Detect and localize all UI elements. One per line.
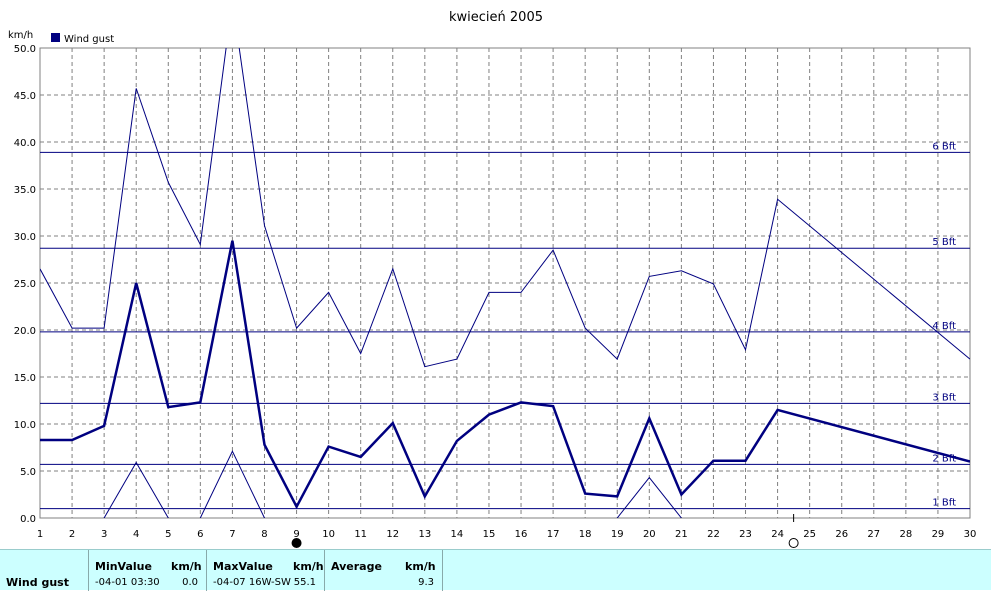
wind-gust-chart: kwiecień 2005 km/h Wind gust 0.0 5.0 10.0 1…	[8, 10, 977, 548]
x-tick-label: 7	[229, 529, 235, 540]
min-value: 0.0	[182, 577, 198, 588]
statistics-bar: Wind gust MinValue km/h -04-01 03:30 0.0…	[0, 549, 991, 591]
x-tick-label: 19	[611, 529, 624, 540]
min-value-cell: MinValue km/h -04-01 03:30 0.0	[88, 550, 206, 591]
x-tick-label: 26	[835, 529, 848, 540]
beaufort-label: 1 Bft	[932, 498, 956, 509]
max-value-date: -04-07 16W-SW	[213, 577, 291, 588]
x-tick-label: 8	[261, 529, 267, 540]
stats-empty-area	[442, 550, 991, 591]
x-tick-label: 10	[322, 529, 335, 540]
y-tick-label: 40.0	[14, 138, 36, 149]
x-tick-label: 18	[579, 529, 592, 540]
x-tick-label: 12	[386, 529, 399, 540]
average-unit: km/h	[405, 560, 436, 573]
new-moon-marker	[788, 538, 799, 548]
y-tick-label: 5.0	[20, 467, 36, 478]
y-tick-label: 0.0	[20, 514, 36, 525]
y-tick-label: 30.0	[14, 232, 36, 243]
x-tick-label: 1	[37, 529, 43, 540]
plot-frame	[39, 47, 971, 519]
x-tick-label: 27	[867, 529, 880, 540]
y-tick-label: 10.0	[14, 420, 36, 431]
x-tick-label: 11	[354, 529, 367, 540]
x-tick-label: 14	[451, 529, 464, 540]
beaufort-label: 5 Bft	[932, 237, 956, 248]
min-value-date: -04-01 03:30	[95, 577, 160, 588]
max-value: 55.1	[293, 577, 316, 588]
series-min-line	[103, 461, 169, 518]
x-tick-label: 16	[515, 529, 528, 540]
max-value-header: MaxValue	[213, 560, 273, 573]
beaufort-label: 6 Bft	[932, 141, 956, 152]
y-tick-label: 25.0	[14, 279, 36, 290]
x-tick-label: 20	[643, 529, 656, 540]
y-tick-label: 50.0	[14, 44, 36, 55]
legend-label: Wind gust	[64, 34, 114, 45]
x-tick-label: 23	[739, 529, 752, 540]
x-tick-label: 22	[707, 529, 720, 540]
x-tick-label: 5	[165, 529, 171, 540]
series-average-line	[40, 240, 970, 510]
x-tick-label: 3	[101, 529, 107, 540]
x-tick-label: 13	[418, 529, 431, 540]
beaufort-label: 3 Bft	[932, 392, 956, 403]
y-tick-label: 45.0	[14, 91, 36, 102]
x-tick-label: 21	[675, 529, 688, 540]
y-axis-unit: km/h	[8, 30, 33, 41]
max-value-unit: km/h	[293, 560, 324, 573]
min-value-unit: km/h	[171, 560, 202, 573]
x-tick-label: 9	[293, 529, 299, 540]
stats-row-label: Wind gust	[6, 576, 69, 589]
legend-swatch	[51, 33, 60, 42]
average-cell: Average km/h 9.3	[324, 550, 442, 591]
series-max-line	[40, 48, 970, 368]
y-tick-label: 35.0	[14, 185, 36, 196]
x-tick-label: 28	[899, 529, 912, 540]
y-tick-label: 15.0	[14, 373, 36, 384]
full-moon-marker	[291, 538, 302, 548]
chart-title: kwiecień 2005	[449, 10, 543, 25]
series-min-line	[199, 450, 265, 518]
x-tick-label: 17	[547, 529, 560, 540]
beaufort-label: 4 Bft	[932, 321, 956, 332]
min-value-header: MinValue	[95, 560, 152, 573]
x-tick-label: 25	[803, 529, 816, 540]
stats-label-cell: Wind gust	[0, 550, 88, 591]
beaufort-label: 2 Bft	[932, 453, 956, 464]
y-tick-label: 20.0	[14, 326, 36, 337]
x-tick-label: 24	[771, 529, 784, 540]
x-tick-label: 15	[483, 529, 496, 540]
x-tick-label: 30	[964, 529, 977, 540]
x-tick-label: 4	[133, 529, 139, 540]
x-tick-label: 2	[69, 529, 75, 540]
series-min-line	[616, 476, 682, 518]
x-tick-label: 6	[197, 529, 203, 540]
plot-area: 0.0 5.0 10.0 15.0 20.0 25.0 30.0 35.0 40.0 45.0 50…	[14, 44, 977, 548]
max-value-cell: MaxValue km/h -04-07 16W-SW 55.1	[206, 550, 324, 591]
x-tick-label: 29	[932, 529, 945, 540]
average-header: Average	[331, 560, 382, 573]
average-value: 9.3	[418, 577, 434, 588]
